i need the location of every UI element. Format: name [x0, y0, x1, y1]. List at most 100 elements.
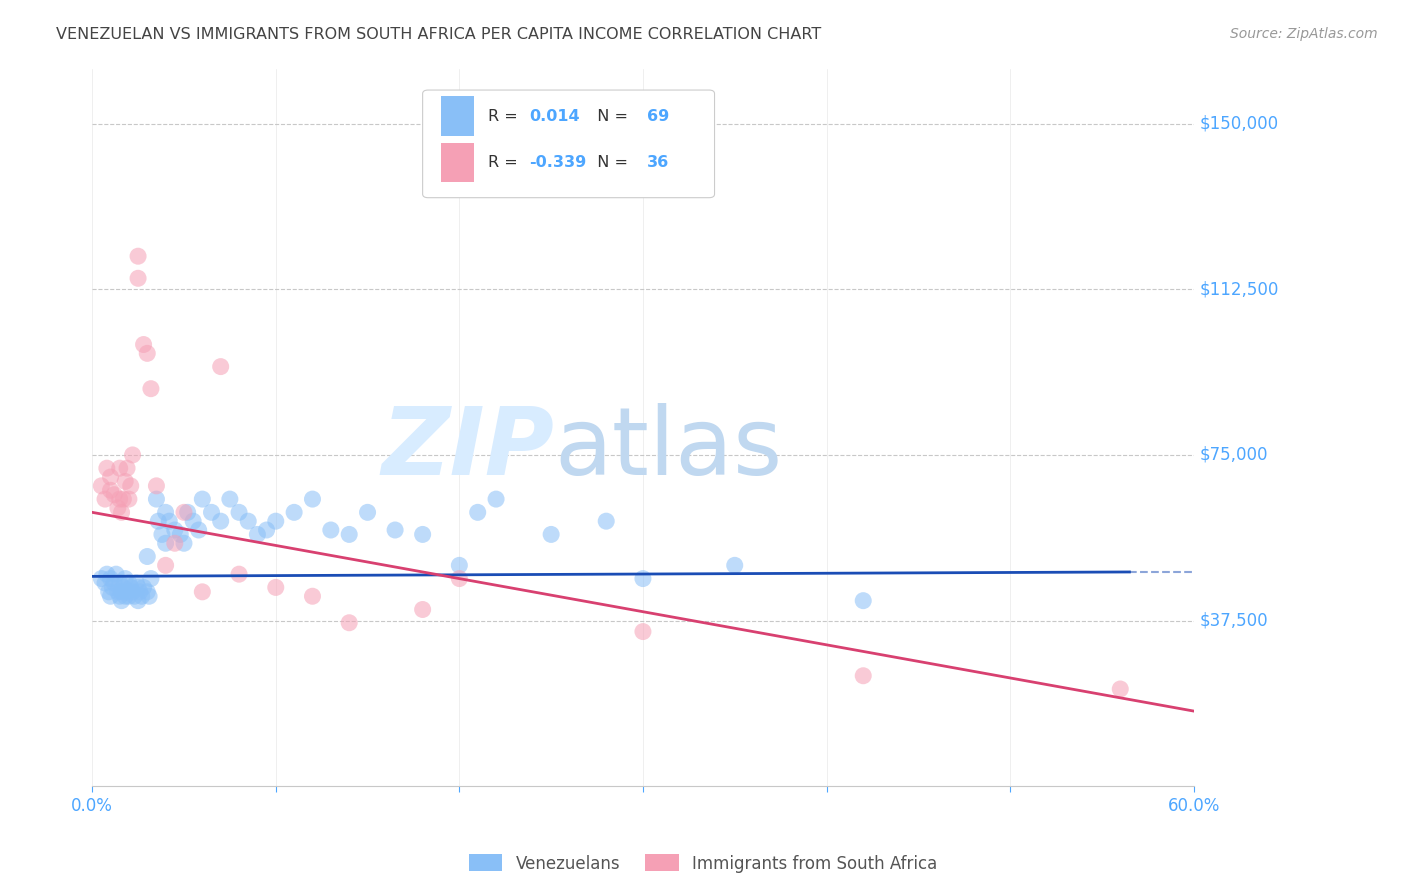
- Point: [108, 492, 131, 507]
- Point: [467, 505, 489, 519]
- Point: [108, 461, 131, 475]
- Point: [283, 505, 305, 519]
- Point: [118, 492, 141, 507]
- Text: -0.339: -0.339: [530, 155, 586, 169]
- Point: [264, 581, 287, 595]
- Point: [145, 479, 167, 493]
- Legend: Venezuelans, Immigrants from South Africa: Venezuelans, Immigrants from South Afric…: [463, 847, 943, 880]
- Point: [724, 558, 747, 573]
- Point: [136, 549, 159, 564]
- FancyBboxPatch shape: [423, 90, 714, 198]
- Point: [90, 479, 112, 493]
- Point: [150, 527, 173, 541]
- Text: VENEZUELAN VS IMMIGRANTS FROM SOUTH AFRICA PER CAPITA INCOME CORRELATION CHART: VENEZUELAN VS IMMIGRANTS FROM SOUTH AFRI…: [56, 27, 821, 42]
- Point: [449, 572, 471, 586]
- Point: [163, 536, 186, 550]
- Point: [114, 589, 136, 603]
- FancyBboxPatch shape: [441, 96, 474, 136]
- Point: [200, 505, 222, 519]
- Point: [337, 615, 360, 630]
- Point: [169, 527, 191, 541]
- Point: [129, 584, 152, 599]
- Point: [181, 514, 204, 528]
- Point: [145, 492, 167, 507]
- Point: [120, 479, 142, 493]
- Point: [112, 581, 135, 595]
- Point: [157, 514, 180, 528]
- Point: [228, 567, 250, 582]
- Point: [120, 581, 142, 595]
- Text: 36: 36: [647, 155, 669, 169]
- Text: N =: N =: [586, 155, 633, 169]
- Point: [173, 505, 195, 519]
- Point: [100, 483, 122, 498]
- Point: [155, 505, 177, 519]
- Point: [121, 448, 143, 462]
- Point: [176, 505, 198, 519]
- Point: [127, 581, 149, 595]
- Point: [138, 589, 160, 603]
- Text: R =: R =: [488, 109, 523, 124]
- Point: [1109, 681, 1132, 696]
- Text: ZIP: ZIP: [382, 403, 555, 495]
- Point: [155, 558, 177, 573]
- FancyBboxPatch shape: [441, 143, 474, 182]
- Point: [209, 514, 232, 528]
- Point: [540, 527, 562, 541]
- Point: [238, 514, 260, 528]
- Point: [485, 492, 508, 507]
- Point: [131, 589, 153, 603]
- Point: [124, 589, 146, 603]
- Point: [105, 567, 128, 582]
- Point: [114, 475, 136, 489]
- Text: R =: R =: [488, 155, 523, 169]
- Point: [412, 527, 434, 541]
- Point: [631, 572, 654, 586]
- Point: [595, 514, 617, 528]
- Point: [319, 523, 342, 537]
- Point: [125, 576, 148, 591]
- Point: [121, 584, 143, 599]
- Point: [139, 382, 162, 396]
- Text: N =: N =: [586, 109, 633, 124]
- Point: [97, 584, 120, 599]
- Point: [301, 492, 323, 507]
- Point: [412, 602, 434, 616]
- Point: [127, 593, 149, 607]
- Point: [356, 505, 378, 519]
- Point: [96, 567, 118, 582]
- Point: [107, 584, 129, 599]
- Point: [191, 492, 214, 507]
- Point: [209, 359, 232, 374]
- Point: [218, 492, 240, 507]
- Point: [148, 514, 170, 528]
- Text: atlas: atlas: [555, 403, 783, 495]
- Point: [96, 461, 118, 475]
- Point: [264, 514, 287, 528]
- Text: $37,500: $37,500: [1199, 612, 1268, 630]
- Text: $150,000: $150,000: [1199, 115, 1278, 133]
- Point: [852, 669, 875, 683]
- Point: [110, 584, 132, 599]
- Point: [103, 488, 125, 502]
- Point: [101, 581, 124, 595]
- Point: [90, 572, 112, 586]
- Point: [155, 536, 177, 550]
- Point: [246, 527, 269, 541]
- Point: [94, 492, 117, 507]
- Point: [191, 584, 214, 599]
- Point: [115, 461, 138, 475]
- Point: [449, 558, 471, 573]
- Point: [337, 527, 360, 541]
- Point: [301, 589, 323, 603]
- Point: [115, 584, 138, 599]
- Point: [110, 593, 132, 607]
- Point: [100, 470, 122, 484]
- Point: [384, 523, 406, 537]
- Point: [631, 624, 654, 639]
- Point: [132, 337, 155, 351]
- Point: [100, 589, 122, 603]
- Point: [127, 271, 149, 285]
- Point: [114, 572, 136, 586]
- Point: [256, 523, 278, 537]
